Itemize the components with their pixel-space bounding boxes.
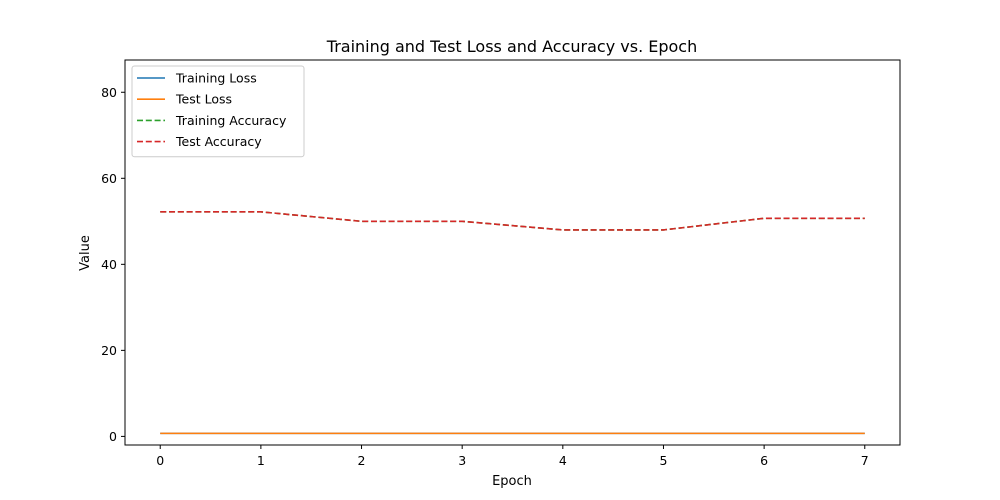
x-tick-label: 4 <box>559 453 567 468</box>
y-tick-label: 40 <box>101 257 117 272</box>
y-axis: 0 20 40 60 80 <box>101 85 125 444</box>
legend-label-training-accuracy: Training Accuracy <box>175 113 287 128</box>
y-tick-label: 60 <box>101 171 117 186</box>
legend-label-test-loss: Test Loss <box>175 92 232 107</box>
plot-frame <box>124 59 901 446</box>
x-tick-label: 0 <box>156 453 164 468</box>
x-tick-label: 2 <box>358 453 366 468</box>
y-tick-label: 20 <box>101 343 117 358</box>
x-axis: 0 1 2 3 4 5 6 7 <box>156 445 869 468</box>
series-layer <box>160 211 865 435</box>
x-axis-label: Epoch <box>492 474 532 489</box>
y-tick-label: 0 <box>109 429 117 444</box>
series-line-test-accuracy <box>160 211 865 231</box>
x-tick-label: 1 <box>257 453 265 468</box>
x-tick-label: 7 <box>861 453 869 468</box>
legend-label-test-accuracy: Test Accuracy <box>175 134 262 149</box>
legend: Training Loss Test Loss Training Accuracy T… <box>131 65 305 158</box>
x-tick-label: 3 <box>458 453 466 468</box>
y-axis-label: Value <box>78 235 93 271</box>
x-tick-label: 5 <box>659 453 667 468</box>
legend-frame <box>131 65 305 158</box>
chart-title: Training and Test Loss and Accuracy vs. … <box>326 37 697 56</box>
x-tick-label: 6 <box>760 453 768 468</box>
legend-label-training-loss: Training Loss <box>175 71 257 86</box>
y-tick-label: 80 <box>101 85 117 100</box>
